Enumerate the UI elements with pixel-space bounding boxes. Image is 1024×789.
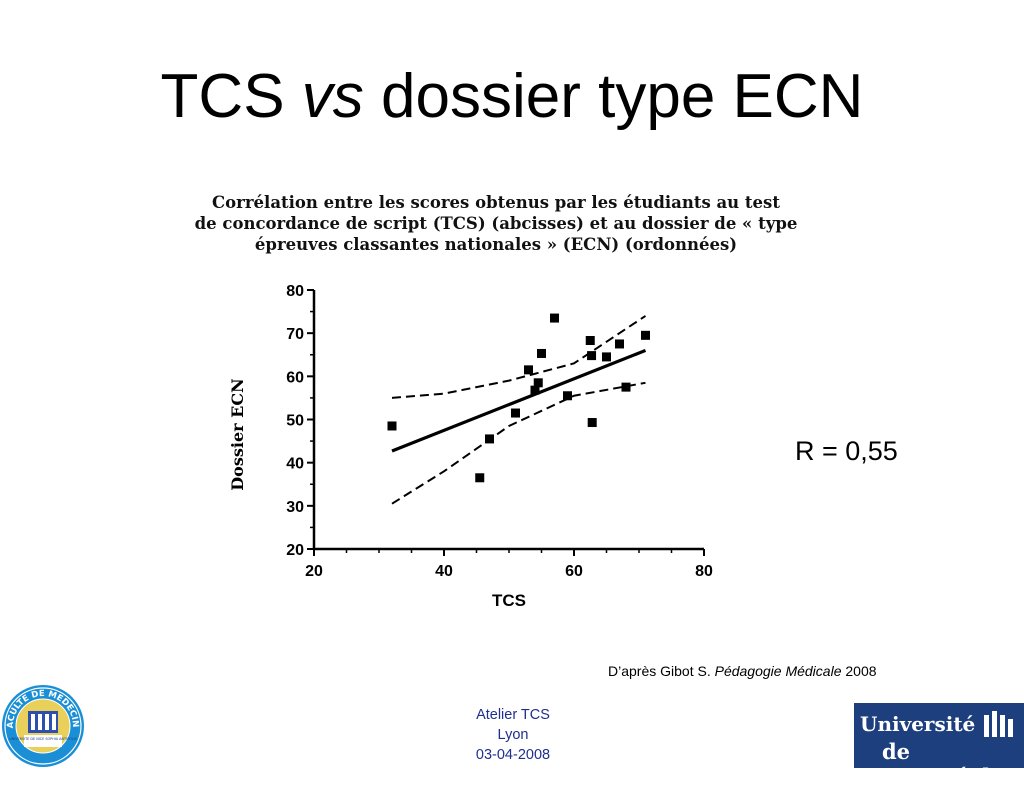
montreal-emblem-icon [984, 711, 1013, 737]
title-tcs: TCS [160, 62, 285, 131]
source-year: 2008 [845, 663, 877, 679]
source-citation: D’après Gibot S. Pédagogie Médicale 2008 [608, 663, 877, 679]
x-axis-label: TCS [492, 591, 526, 610]
logo-left-subtext: UNIVERSITE DE NICE SOPHIA ANTIPOLIS [9, 737, 77, 741]
data-point [537, 348, 546, 358]
y-tick-label: 60 [286, 369, 304, 386]
y-tick-label: 30 [286, 499, 304, 516]
data-point [485, 434, 494, 444]
x-tick-label: 80 [695, 563, 713, 580]
confidence-band-lower [391, 381, 646, 505]
universite-montreal-logo: Université de Montréal [854, 703, 1024, 789]
footer-city: Lyon [497, 727, 529, 743]
chart-title-line-3: épreuves classantes nationales » (ECN) (… [254, 235, 738, 254]
regression-line [391, 348, 647, 453]
data-point [585, 336, 595, 346]
data-point [530, 385, 540, 395]
y-tick-label: 20 [286, 542, 304, 559]
scatter-chart: 20 30 40 50 60 70 80 20 40 60 80 TCS Dossier ECN [228, 283, 713, 610]
data-point [587, 351, 597, 361]
logo-right-line-1: Université [860, 712, 976, 736]
footer-event: Atelier TCS [476, 707, 550, 723]
y-tick-label: 80 [286, 283, 304, 300]
faculte-medecine-logo: FACULTE DE MEDECINE UNIVERSITE DE NICE S… [0, 683, 84, 767]
y-tick-label: 70 [286, 326, 304, 343]
data-point [511, 408, 520, 418]
footer: Atelier TCS Lyon 03-04-2008 [455, 705, 571, 765]
data-point [387, 421, 397, 431]
x-tick-label: 40 [435, 563, 453, 580]
footer-date: 03-04-2008 [475, 747, 551, 763]
chart-title-line-1: Corrélation entre les scores obtenus par… [212, 193, 780, 212]
x-tick-label: 60 [565, 563, 583, 580]
chart-title: Corrélation entre les scores obtenus par… [186, 192, 806, 255]
y-tick-label: 40 [286, 456, 304, 473]
data-point [615, 339, 624, 349]
title-vs: vs [301, 62, 364, 131]
x-tick-label: 20 [305, 563, 323, 580]
slide-title: TCS vs dossier type ECN [0, 62, 1024, 132]
data-point [533, 378, 543, 388]
chart-title-line-2: de concordance de script (TCS) (abcisses… [194, 214, 798, 233]
logo-right-line-2: de Montréal [882, 739, 991, 789]
data-point [550, 313, 559, 323]
data-point [641, 330, 650, 340]
source-journal: Pédagogie Médicale [714, 663, 842, 679]
data-point [602, 352, 611, 362]
source-author: D’après Gibot S. [608, 663, 711, 679]
data-point [475, 473, 485, 483]
data-point [563, 391, 572, 401]
confidence-band-upper [391, 315, 647, 399]
title-dossier: dossier type ECN [381, 62, 864, 131]
data-point [587, 418, 597, 428]
data-point [524, 365, 533, 375]
data-point [621, 382, 631, 392]
y-tick-label: 50 [286, 413, 304, 430]
y-axis-label: Dossier ECN [228, 378, 247, 490]
correlation-value: R = 0,55 [795, 436, 898, 466]
